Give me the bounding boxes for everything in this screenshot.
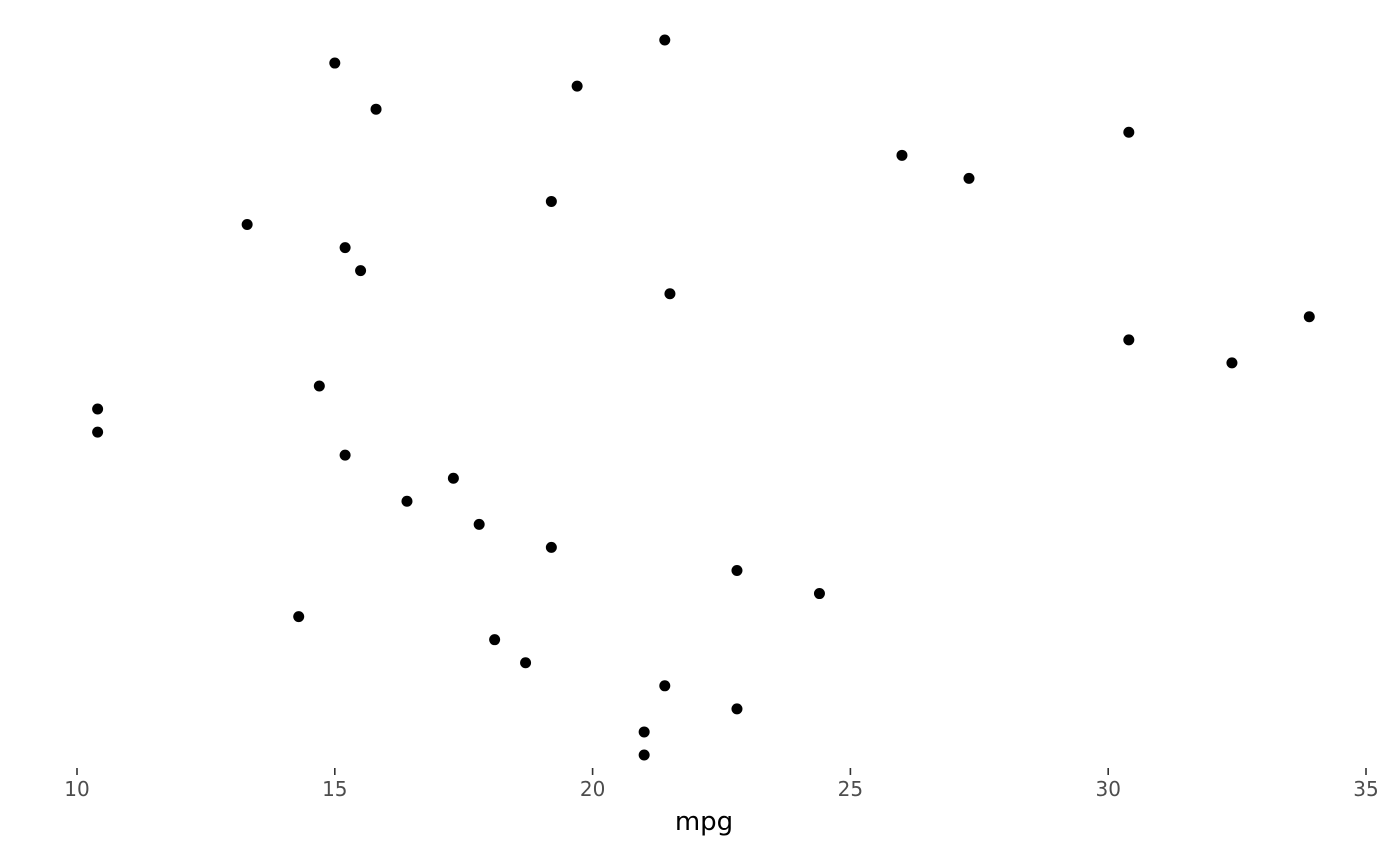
data-point: [638, 749, 650, 761]
data-point: [571, 80, 583, 92]
data-point: [339, 242, 351, 254]
data-point: [659, 34, 671, 46]
x-axis-tick-label: 15: [322, 777, 347, 801]
x-axis-title: mpg: [675, 807, 733, 837]
data-point: [329, 57, 341, 69]
data-point: [339, 449, 351, 461]
x-axis-tick-label: 35: [1353, 777, 1378, 801]
data-point: [896, 149, 908, 161]
data-point: [963, 172, 975, 184]
data-point: [731, 703, 743, 715]
data-point: [659, 680, 671, 692]
points-layer: [92, 34, 1315, 761]
data-point: [813, 588, 825, 600]
data-point: [92, 403, 104, 415]
x-axis-tick-labels: 10 15 20 25 30 35: [64, 777, 1378, 801]
data-point: [731, 564, 743, 576]
data-point: [1123, 334, 1135, 346]
x-axis-ticks: [76, 768, 1367, 775]
data-point: [92, 426, 104, 438]
x-axis-tick-label: 25: [838, 777, 863, 801]
data-point: [241, 219, 253, 231]
data-point: [545, 195, 557, 207]
data-point: [447, 472, 459, 484]
x-axis-tick-label: 10: [64, 777, 89, 801]
data-point: [401, 495, 413, 507]
data-point: [1123, 126, 1135, 138]
data-point: [313, 380, 325, 392]
data-point: [473, 518, 485, 530]
data-point: [489, 634, 501, 646]
x-axis-tick-label: 30: [1095, 777, 1120, 801]
data-point: [1226, 357, 1238, 369]
data-point: [355, 265, 367, 277]
data-point: [370, 103, 382, 115]
data-point: [664, 288, 676, 300]
data-point: [520, 657, 532, 669]
x-axis-tick-label: 20: [580, 777, 605, 801]
data-point: [293, 611, 305, 623]
data-point: [545, 541, 557, 553]
data-point: [1303, 311, 1315, 323]
data-point: [638, 726, 650, 738]
